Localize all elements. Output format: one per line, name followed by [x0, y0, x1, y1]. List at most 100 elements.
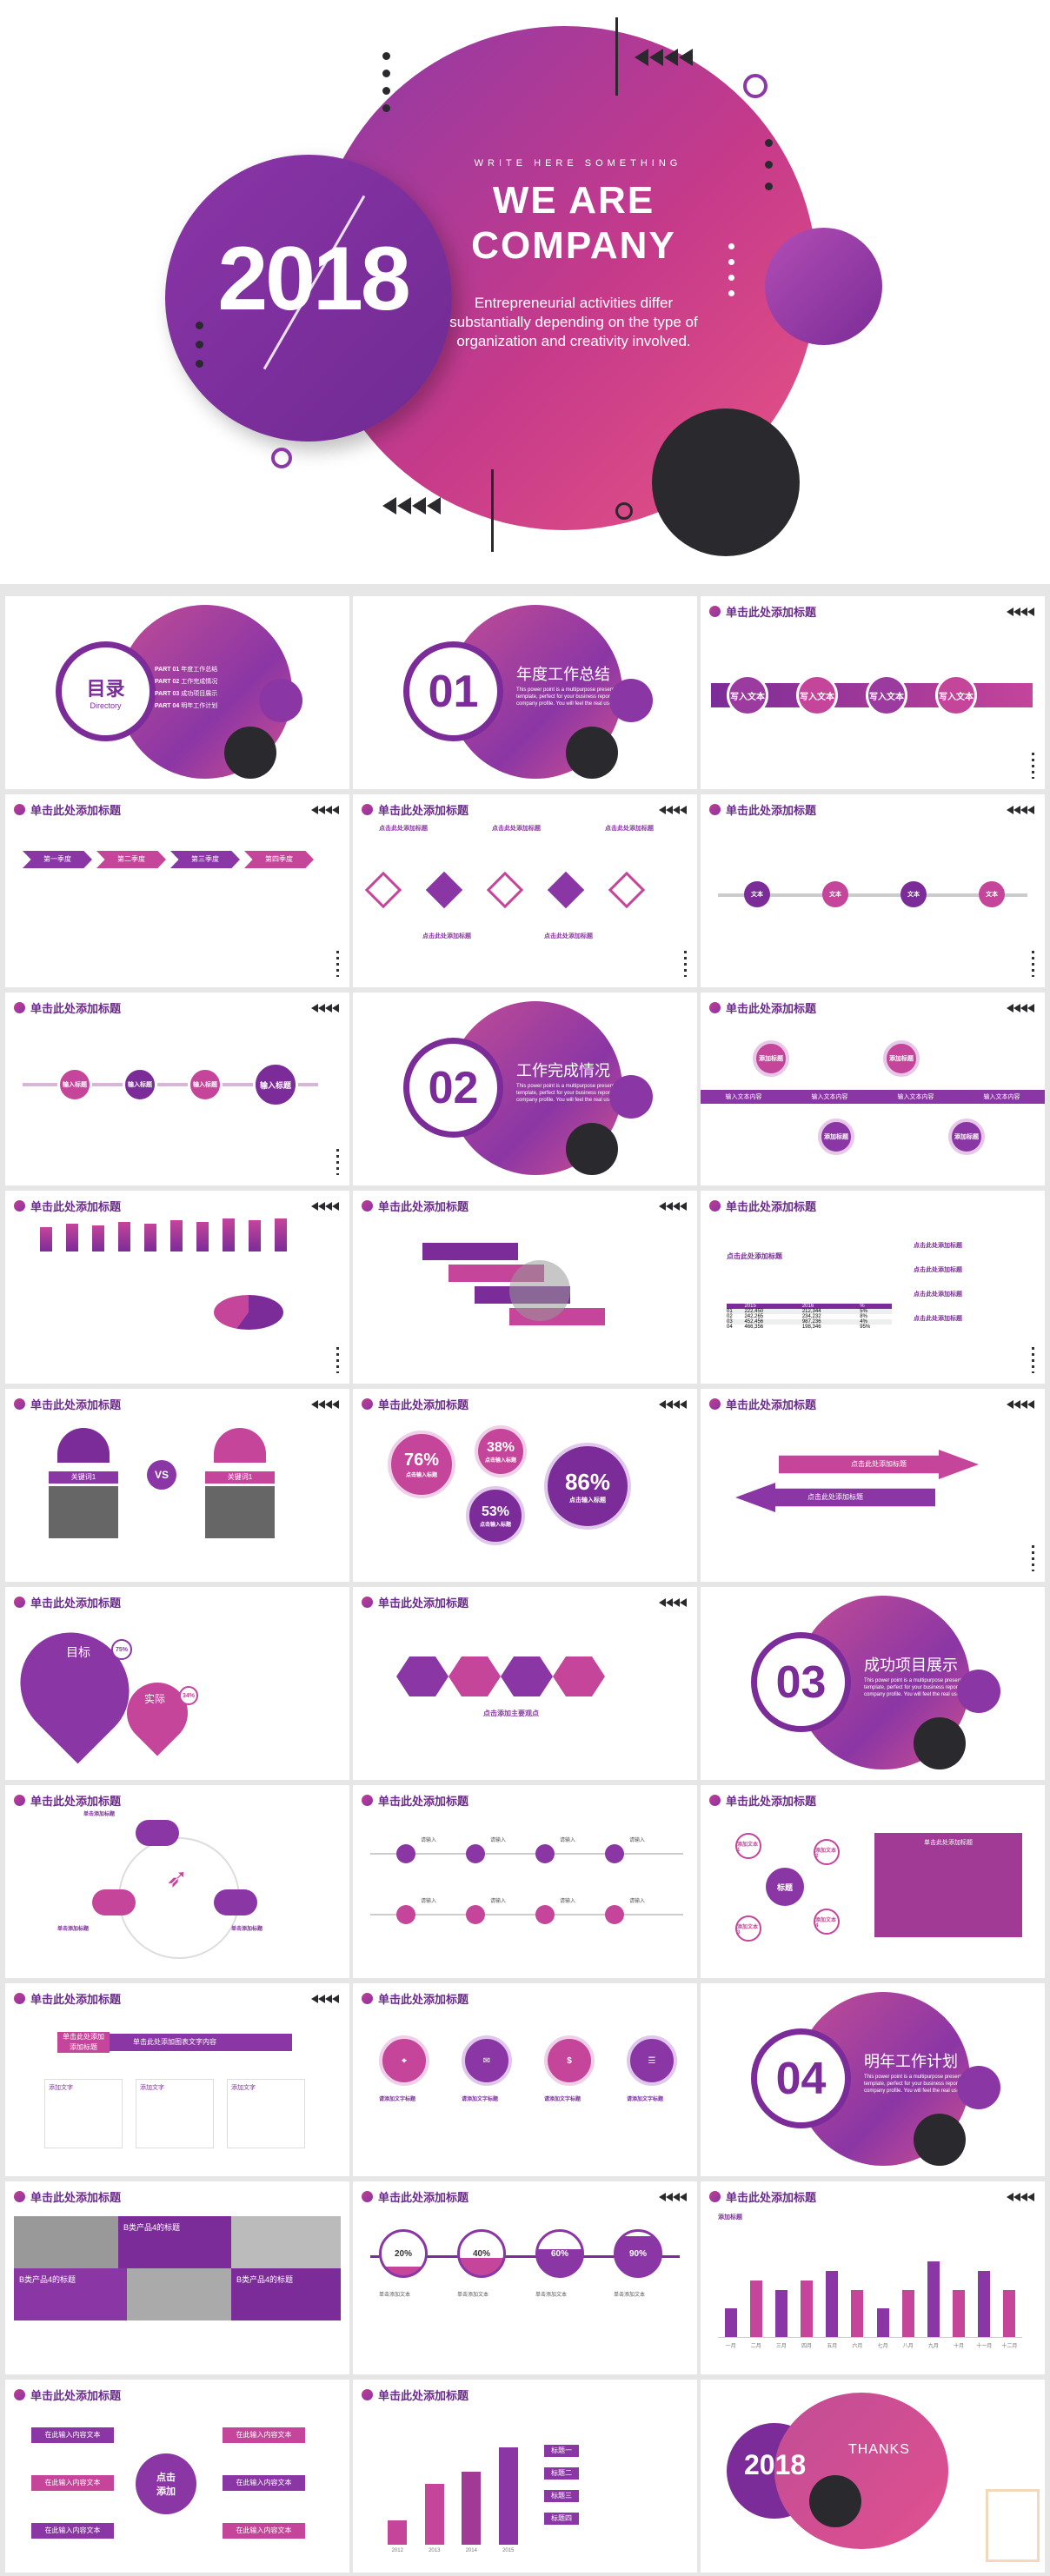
cloud-icon: [214, 1889, 257, 1915]
timeline-node[interactable]: 文本: [900, 881, 927, 907]
toc-item[interactable]: PART 04 明年工作计划: [155, 703, 218, 709]
slide-target-actual[interactable]: 单击此处添加标题 目标 75% 实际 34%: [5, 1587, 349, 1780]
slide-title: 单击此处添加标题: [378, 1795, 469, 1808]
circle-item[interactable]: 添加标题: [948, 1119, 985, 1155]
circle-item[interactable]: 添加标题: [883, 1040, 920, 1077]
toc-item[interactable]: PART 03 成功项目展示: [155, 691, 218, 697]
process-step[interactable]: 写入文本: [935, 674, 977, 716]
dot-deco: [728, 243, 734, 249]
right-item[interactable]: 点击此处添加标题: [914, 1316, 962, 1322]
growth-side: 标题一 标题二 标题三 标题四: [544, 2445, 579, 2525]
diamond-title: 点击此处添加标题: [544, 933, 593, 939]
growth-side-label: 标题三: [544, 2490, 579, 2502]
slide-node-box[interactable]: 单击此处添加标题 标题 添加文本1 添加文本2 添加文本3 添加文本4 单击此处…: [701, 1785, 1045, 1978]
slide-section-01[interactable]: 01 年度工作总结 This power point is a multipur…: [353, 596, 697, 789]
node[interactable]: 添加文本2: [814, 1839, 840, 1865]
section-body: This power point is a multipurpose prese…: [516, 687, 626, 707]
slide-section-03[interactable]: 03 成功项目展示 This power point is a multipur…: [701, 1587, 1045, 1780]
bubble[interactable]: 输入标题: [188, 1067, 223, 1102]
fill-circle: 40%: [457, 2229, 506, 2278]
slide-monthly-chart[interactable]: 单击此处添加标题 添加标题 一月 二月 三月 四月 五月 六月 七月 八月 九月 十月 十一月 十二月: [701, 2181, 1045, 2374]
slide-section-02[interactable]: 02 工作完成情况 This power point is a multipur…: [353, 993, 697, 1185]
dot-deco: [765, 183, 773, 190]
slide-hub[interactable]: 单击此处添加标题 点击 添加 在此输入内容文本 在此输入内容文本 在此输入内容文本…: [5, 2380, 349, 2573]
fill-label: 单击添加文本: [535, 2293, 568, 2298]
chart-bar: [388, 2520, 408, 2545]
process-step[interactable]: 写入文本: [727, 674, 768, 716]
person-card-label: 添加文字: [140, 2085, 164, 2091]
circle-item[interactable]: 添加标题: [753, 1040, 789, 1077]
slide-products[interactable]: 单击此处添加标题 B类产品4的标题 B类产品4的标题 B类产品4的标题: [5, 2181, 349, 2374]
slide-double-arrow[interactable]: 单击此处添加标题 点击此处添加标题 点击此处添加标题: [701, 1389, 1045, 1582]
right-item[interactable]: 点击此处添加标题: [914, 1291, 962, 1298]
slide-band-circles[interactable]: 单击此处添加标题 输入文本内容 输入文本内容 输入文本内容 输入文本内容 添加标…: [701, 993, 1045, 1185]
quarter-tag[interactable]: 第二季度: [96, 851, 166, 868]
slide-section-04[interactable]: 04 明年工作计划 This power point is a multipur…: [701, 1983, 1045, 2176]
slide-header: 单击此处添加标题: [362, 1792, 469, 1809]
bubble[interactable]: 输入标题: [57, 1067, 92, 1102]
person-card[interactable]: 添加文字: [136, 2079, 214, 2148]
circle-item[interactable]: 添加标题: [818, 1119, 854, 1155]
slide-percent-circles[interactable]: 单击此处添加标题 76% 点击输入标题 38% 点击输入标题 53% 点击输入标题 8…: [353, 1389, 697, 1582]
slide-org-cards[interactable]: 单击此处添加标题 单击此处添加图表文字内容 单击此处添加 添加标题 添加文字 添加…: [5, 1983, 349, 2176]
slide-toc[interactable]: 目录 Directory PART 01 年度工作总结 PART 02 工作完成…: [5, 596, 349, 789]
toc-subtitle: Directory: [90, 700, 122, 710]
toc-item[interactable]: PART 01 年度工作总结: [155, 667, 218, 673]
bubble[interactable]: 输入标题: [123, 1067, 157, 1102]
slide-hexagons[interactable]: 单击此处添加标题 点击添加主要观点: [353, 1587, 697, 1780]
quarter-tag[interactable]: 第一季度: [23, 851, 92, 868]
person-card[interactable]: 添加文字: [44, 2079, 123, 2148]
section-body: This power point is a multipurpose prese…: [516, 1084, 626, 1103]
hub-item[interactable]: 在此输入内容文本: [223, 2523, 305, 2539]
timeline-node[interactable]: 文本: [979, 881, 1005, 907]
slide-icon-timeline[interactable]: 单击此处添加标题 请输入 请输入 请输入 请输入 请输入 请输入 请输入 请输入: [353, 1785, 697, 1978]
slide-quarters[interactable]: 单击此处添加标题 第一季度 第二季度 第三季度 第四季度: [5, 794, 349, 987]
slide-process-arrows[interactable]: 单击此处添加标题 写入文本 写入文本 写入文本 写入文本: [701, 596, 1045, 789]
quarter-tag[interactable]: 第四季度: [244, 851, 314, 868]
hub-item[interactable]: 在此输入内容文本: [31, 2475, 114, 2491]
slide-icon-diamonds[interactable]: 单击此处添加标题 点击此处添加标题 点击此处添加标题 点击此处添加标题 点击此处…: [353, 794, 697, 987]
node[interactable]: 添加文本3: [735, 1915, 761, 1942]
right-item[interactable]: 点击此处添加标题: [914, 1267, 962, 1273]
timeline-icon: [396, 1844, 415, 1863]
cover-slide[interactable]: 2018 WRITE HERE SOMETHING WE ARE COMPANY…: [0, 0, 1050, 584]
process-step[interactable]: 写入文本: [796, 674, 838, 716]
toc-item[interactable]: PART 02 工作完成情况: [155, 679, 218, 685]
hub-item[interactable]: 在此输入内容文本: [223, 2427, 305, 2443]
slide-rocket[interactable]: 单击此处添加标题 ➶ 单击添加标题 单击添加标题 单击添加标题: [5, 1785, 349, 1978]
deco-dark-circle: [224, 727, 276, 779]
section-title: 年度工作总结: [516, 666, 610, 683]
slide-growth-chart[interactable]: 单击此处添加标题 2012 2013 2014 2015 标题一 标题二 标题三 标题…: [353, 2380, 697, 2573]
right-item[interactable]: 点击此处添加标题: [914, 1243, 962, 1249]
bubble[interactable]: 输入标题: [253, 1062, 298, 1107]
cover-title: WE ARE COMPANY: [409, 178, 739, 269]
timeline-node[interactable]: 文本: [744, 881, 770, 907]
hub-item[interactable]: 在此输入内容文本: [31, 2427, 114, 2443]
fill-axis: [370, 2255, 680, 2258]
hub-item[interactable]: 在此输入内容文本: [31, 2523, 114, 2539]
node[interactable]: 添加文本4: [814, 1909, 840, 1935]
slide-vs[interactable]: 单击此处添加标题 关键词1 关键词1 VS: [5, 1389, 349, 1582]
slide-table[interactable]: 单击此处添加标题 点击此处添加标题 2015 2016% 01 222,450 212…: [701, 1191, 1045, 1384]
slide-equation[interactable]: 单击此处添加标题 ⌖ ✉ $ ☰ 请添加文字标题 请添加文字标题 请添加文字标题…: [353, 1983, 697, 2176]
slide-thanks[interactable]: 2018 THANKS: [701, 2380, 1045, 2573]
info-box-title: 单击此处添加标题: [924, 1840, 973, 1846]
slide-bubbles[interactable]: 单击此处添加标题 输入标题 输入标题 输入标题 输入标题: [5, 993, 349, 1185]
slide-bars-pie[interactable]: 单击此处添加标题: [5, 1191, 349, 1384]
timeline-node[interactable]: 文本: [822, 881, 848, 907]
node[interactable]: 添加文本1: [735, 1833, 761, 1859]
slide-numbered-list[interactable]: 单击此处添加标题: [353, 1191, 697, 1384]
table-header-row: 2015 2016%: [727, 1304, 892, 1309]
person-card[interactable]: 添加文字: [227, 2079, 305, 2148]
slide-fill-circles[interactable]: 单击此处添加标题 20% 40% 60% 90% 单击添加文本 单击添加文本 单…: [353, 2181, 697, 2374]
hub-item[interactable]: 在此输入内容文本: [223, 2475, 305, 2491]
slide-timeline[interactable]: 单击此处添加标题 文本 文本 文本 文本: [701, 794, 1045, 987]
chart-bar: [801, 2280, 814, 2337]
ring-deco: [271, 448, 292, 468]
bullet-icon: [362, 2389, 373, 2400]
dots-deco: [336, 1347, 339, 1373]
process-step[interactable]: 写入文本: [866, 674, 907, 716]
quarter-tag[interactable]: 第三季度: [170, 851, 240, 868]
slide-title: 单击此处添加标题: [726, 1002, 817, 1015]
section-title: 明年工作计划: [864, 2053, 958, 2070]
